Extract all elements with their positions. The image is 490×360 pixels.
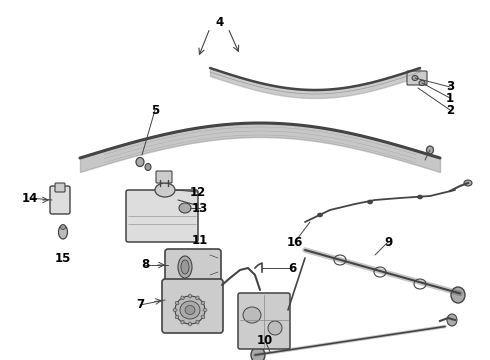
Ellipse shape [334,255,346,265]
Ellipse shape [180,301,200,319]
Ellipse shape [145,163,151,171]
Ellipse shape [464,180,472,186]
FancyBboxPatch shape [165,249,221,285]
Ellipse shape [179,203,191,213]
Text: 2: 2 [446,104,454,117]
Text: 13: 13 [192,202,208,215]
Ellipse shape [181,320,184,324]
Text: 14: 14 [22,192,38,204]
FancyBboxPatch shape [238,293,290,349]
Ellipse shape [419,81,425,85]
Ellipse shape [196,320,199,324]
Ellipse shape [175,315,179,319]
FancyBboxPatch shape [162,279,223,333]
Ellipse shape [136,158,144,166]
Text: 16: 16 [287,235,303,248]
Ellipse shape [189,294,192,298]
Ellipse shape [203,309,207,311]
Text: 5: 5 [151,104,159,117]
Text: 7: 7 [136,298,144,311]
Ellipse shape [447,314,457,326]
Text: 9: 9 [384,235,392,248]
FancyBboxPatch shape [50,186,70,214]
Ellipse shape [181,260,189,274]
Ellipse shape [178,256,192,278]
Ellipse shape [426,146,434,154]
Text: 6: 6 [288,261,296,274]
Ellipse shape [412,76,418,81]
FancyBboxPatch shape [55,183,65,192]
Text: 12: 12 [190,185,206,198]
Ellipse shape [173,309,177,311]
Ellipse shape [374,267,386,277]
Text: 3: 3 [446,81,454,94]
FancyBboxPatch shape [407,71,427,85]
Ellipse shape [414,279,426,289]
FancyBboxPatch shape [156,171,172,183]
Ellipse shape [196,296,199,300]
Ellipse shape [368,200,372,204]
Ellipse shape [175,301,179,305]
Ellipse shape [251,347,265,360]
Ellipse shape [155,183,175,197]
Ellipse shape [201,315,205,319]
Text: 11: 11 [192,234,208,247]
Text: 1: 1 [446,91,454,104]
Ellipse shape [60,225,66,230]
Ellipse shape [185,306,195,315]
Ellipse shape [175,296,205,324]
FancyBboxPatch shape [126,190,198,242]
Ellipse shape [189,322,192,326]
Ellipse shape [58,225,68,239]
Text: 8: 8 [141,258,149,271]
Text: 15: 15 [55,252,71,265]
Ellipse shape [318,213,322,217]
Ellipse shape [243,307,261,323]
Ellipse shape [181,296,184,300]
Ellipse shape [201,301,205,305]
Ellipse shape [417,195,422,199]
Ellipse shape [451,287,465,303]
Text: 4: 4 [216,15,224,28]
Text: 10: 10 [257,333,273,346]
Ellipse shape [268,321,282,335]
